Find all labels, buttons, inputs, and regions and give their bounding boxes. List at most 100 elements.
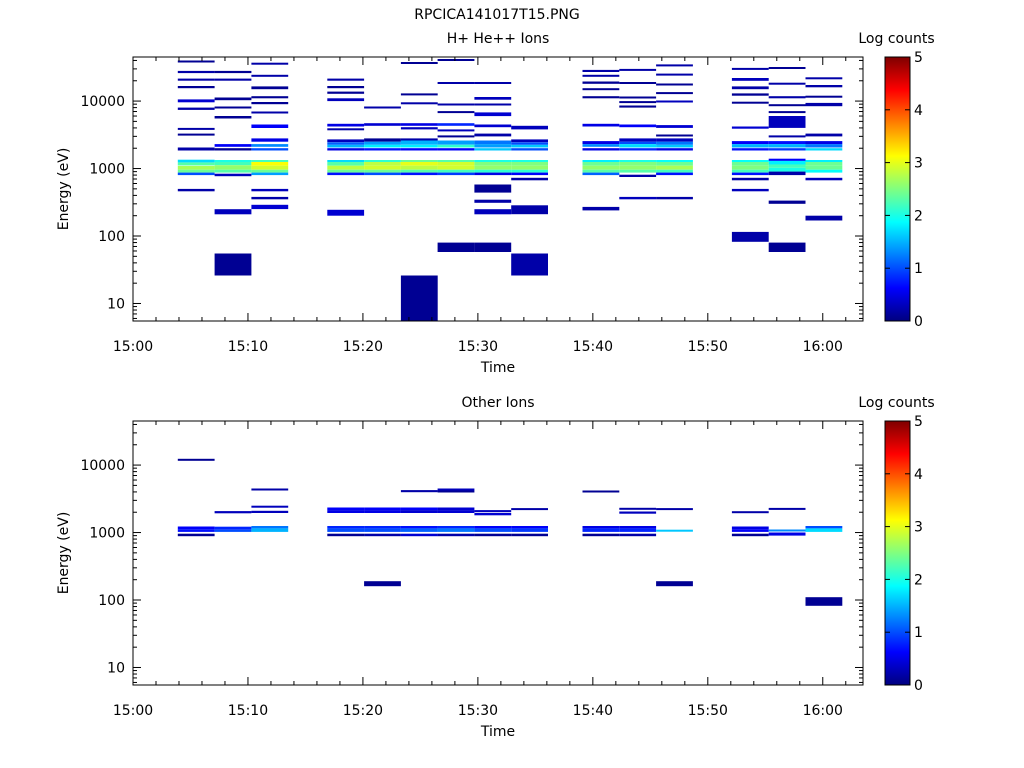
heatmap-cell (656, 581, 693, 587)
heatmap-cell (656, 196, 693, 200)
heatmap-cell (437, 129, 475, 132)
heatmap-cell (619, 511, 657, 514)
heatmap-cell (768, 158, 806, 161)
heatmap-cell (177, 99, 215, 103)
heatmap-cell (511, 253, 548, 276)
heatmap-cell (768, 135, 806, 138)
heatmap-cell (251, 162, 289, 166)
heatmap-cell (400, 127, 438, 130)
x-tick-label: 15:50 (688, 703, 728, 719)
heatmap-cell (731, 86, 769, 90)
y-tick-label: 10000 (80, 458, 125, 474)
heatmap-cell (805, 177, 843, 181)
y-tick-label: 1000 (89, 162, 125, 178)
x-tick-label: 16:00 (803, 339, 843, 355)
x-tick-label: 15:00 (113, 339, 153, 355)
heatmap-cell (805, 215, 843, 221)
heatmap-cell (619, 507, 657, 510)
heatmap-cell (437, 528, 475, 532)
heatmap-cell (619, 174, 657, 177)
heatmap-cell (327, 510, 365, 513)
heatmap-cell (400, 123, 438, 126)
heatmap-cell (619, 533, 657, 537)
heatmap-cell (511, 528, 548, 532)
heatmap-cell (768, 67, 806, 69)
x-tick-label: 15:20 (343, 703, 383, 719)
heatmap-cell (364, 162, 401, 166)
heatmap-cell (177, 86, 215, 89)
heatmap-cell (177, 147, 215, 151)
heatmap-cell (400, 138, 438, 141)
heatmap-cell (511, 162, 548, 166)
x-tick-label: 15:20 (343, 339, 383, 355)
heatmap-cell (251, 144, 289, 147)
heatmap-cell (656, 529, 693, 532)
heatmap-cell (474, 103, 512, 106)
heatmap-cell (656, 508, 693, 511)
heatmap-cell (474, 169, 512, 173)
heatmap-cell (251, 138, 289, 142)
heatmap-cell (177, 526, 215, 530)
heatmap-cell (364, 160, 401, 162)
heatmap-cell (400, 160, 438, 162)
heatmap-cell (400, 507, 438, 511)
heatmap-cell (474, 148, 512, 151)
heatmap-cell (437, 490, 475, 493)
heatmap-cell (805, 95, 843, 98)
heatmap-cell (656, 169, 693, 173)
heatmap-cell (656, 172, 693, 176)
heatmap-cell (619, 148, 657, 151)
heatmap-cell (437, 169, 475, 173)
heatmap-cell (656, 138, 693, 142)
heatmap-cell (805, 141, 843, 145)
heatmap-cell (474, 82, 512, 84)
heatmap-cell (731, 511, 769, 514)
heatmap-cell (177, 70, 215, 74)
heatmap-cell (437, 533, 475, 537)
heatmap-cell (214, 160, 252, 162)
heatmap-cell (474, 133, 512, 137)
heatmap-cell (364, 106, 401, 109)
heatmap-cell (251, 86, 289, 90)
heatmap-cell (474, 144, 512, 148)
heatmap-cell (327, 209, 365, 216)
heatmap-cell (582, 123, 620, 127)
panel-h-he-ions: H+ He++ Ions 15:00 15:10 15:20 15:30 15:40 15:… (56, 31, 935, 376)
heatmap-cell (364, 533, 401, 537)
heatmap-cell (582, 148, 620, 151)
heatmap-cell (364, 141, 401, 145)
heatmap-cell (474, 242, 512, 252)
heatmap-cell (474, 510, 512, 513)
heatmap-cell (474, 528, 512, 532)
y-tick-label: 100 (98, 229, 125, 245)
heatmap-cell (619, 196, 657, 200)
heatmap-cell (768, 96, 806, 99)
heatmap-cell (768, 168, 806, 172)
heatmap-cell (364, 507, 401, 511)
heatmap-cell (805, 102, 843, 107)
heatmap-cell (656, 73, 693, 76)
heatmap-cell (619, 101, 657, 104)
heatmap-cell (656, 92, 693, 95)
heatmap-cell (731, 93, 769, 96)
heatmap-cell (214, 253, 252, 276)
heatmap-cell (805, 133, 843, 137)
heatmap-cell (327, 139, 365, 143)
heatmap-cell (619, 169, 657, 173)
heatmap-cell (327, 169, 365, 173)
heatmap-cell (582, 528, 620, 532)
heatmap-cell (177, 169, 215, 173)
y-axis-label: Energy (eV) (56, 148, 72, 231)
heatmap-cell (327, 86, 365, 89)
heatmap-cell (582, 74, 620, 77)
heatmap-cell (731, 526, 769, 530)
heatmap-cell (768, 148, 806, 151)
heatmap-cell (511, 165, 548, 170)
heatmap-cell (511, 160, 548, 162)
heatmap-cell (214, 78, 252, 81)
heatmap-cell (214, 162, 252, 166)
y-tick-label: 100 (98, 593, 125, 609)
heatmap-cell (214, 106, 252, 109)
heatmap-cell (327, 98, 365, 102)
heatmap-cell (437, 165, 475, 170)
